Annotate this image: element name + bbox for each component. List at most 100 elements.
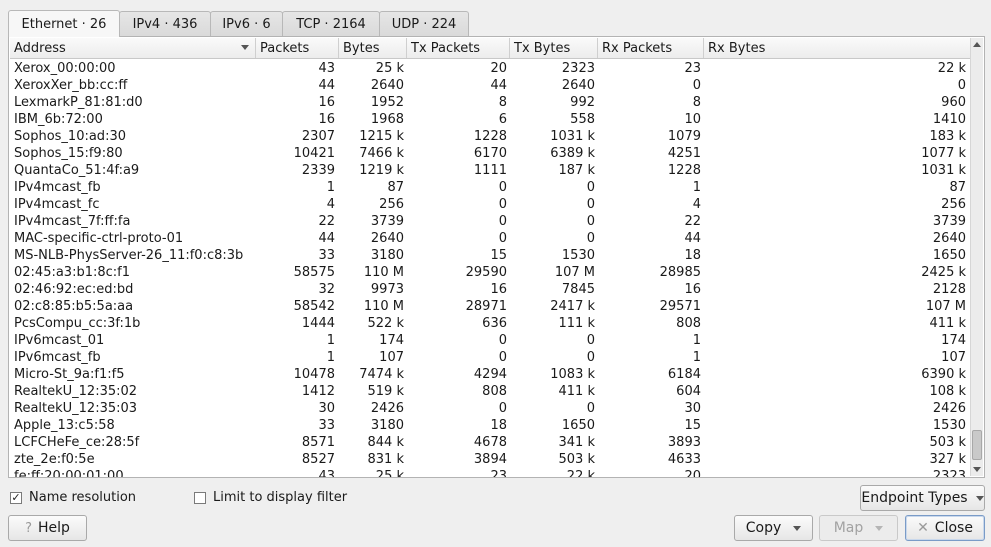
chevron-down-icon [975, 495, 984, 501]
column-header-address[interactable]: Address [10, 38, 256, 58]
cell-address: 02:c8:85:b5:5a:aa [14, 299, 134, 314]
table-row[interactable]: XeroxXer_bb:cc:ff 44 2640 44 2640 0 0 [10, 77, 970, 94]
cell-tx-bytes: 341 k [558, 435, 595, 450]
tab-bar: Ethernet · 26 IPv4 · 436 IPv6 · 6 TCP · … [8, 10, 469, 37]
table-row[interactable]: IBM_6b:72:00 16 1968 6 558 10 1410 [10, 111, 970, 128]
table-row[interactable]: IPv6mcast_01 1 174 0 0 1 174 [10, 332, 970, 349]
cell-bytes: 2640 [370, 78, 404, 93]
cell-address: Sophos_10:ad:30 [14, 129, 126, 144]
table-row[interactable]: Micro-St_9a:f1:f5 10478 7474 k 4294 1083 k 61… [10, 366, 970, 383]
table-row[interactable]: zte_2e:f0:5e 8527 831 k 3894 503 k 4633 327 k [10, 451, 970, 468]
cell-rx-bytes: 174 [941, 333, 966, 348]
table-row[interactable]: Xerox_00:00:00 43 25 k 20 2323 23 22 k [10, 60, 970, 77]
help-button[interactable]: ? Help [8, 515, 87, 541]
cell-tx-packets: 1228 [473, 129, 507, 144]
cell-address: RealtekU_12:35:02 [14, 384, 138, 399]
endpoint-types-button[interactable]: Endpoint Types [860, 485, 985, 511]
table-row[interactable]: Apple_13:c5:58 33 3180 18 1650 15 1530 [10, 417, 970, 434]
cell-packets: 43 [318, 469, 335, 478]
table-row[interactable]: MS-NLB-PhysServer-26_11:f0:c8:3b 33 3180 15… [10, 247, 970, 264]
cell-packets: 58575 [293, 265, 335, 280]
cell-bytes: 25 k [375, 61, 404, 76]
cell-rx-bytes: 0 [957, 78, 966, 93]
cell-tx-bytes: 187 k [558, 163, 595, 178]
cell-tx-packets: 1111 [473, 163, 507, 178]
tab-ethernet[interactable]: Ethernet · 26 [8, 10, 120, 37]
cell-address: Micro-St_9a:f1:f5 [14, 367, 125, 382]
checkbox-box[interactable] [194, 491, 206, 504]
cell-packets: 1444 [301, 316, 335, 331]
help-label: Help [37, 520, 70, 536]
cell-rx-bytes: 107 M [925, 299, 966, 314]
tab-tcp[interactable]: TCP · 2164 [282, 11, 380, 37]
close-button[interactable]: ✕ Close [905, 515, 985, 541]
cell-address: 02:46:92:ec:ed:bd [14, 282, 134, 297]
check-icon[interactable]: ✓ [10, 491, 22, 504]
tab-ipv4[interactable]: IPv4 · 436 [119, 11, 211, 37]
cell-bytes: 174 [379, 333, 404, 348]
table-row[interactable]: IPv6mcast_fb 1 107 0 0 1 107 [10, 349, 970, 366]
cell-tx-bytes: 0 [586, 214, 595, 229]
table-row[interactable]: IPv4mcast_7f:ff:fa 22 3739 0 0 22 3739 [10, 213, 970, 230]
name-resolution-checkbox[interactable]: ✓ Name resolution [10, 490, 136, 505]
chevron-down-icon [793, 525, 802, 531]
cell-address: MAC-specific-ctrl-proto-01 [14, 231, 184, 246]
scrollbar-thumb[interactable] [972, 430, 982, 460]
table-row[interactable]: 02:c8:85:b5:5a:aa 58542 110 M 28971 2417 k 29… [10, 298, 970, 315]
tab-ipv6[interactable]: IPv6 · 6 [210, 11, 283, 37]
cell-tx-packets: 29590 [465, 265, 507, 280]
cell-packets: 8527 [301, 452, 335, 467]
cell-tx-packets: 0 [498, 214, 507, 229]
column-header-packets[interactable]: Packets [256, 38, 339, 58]
table-row[interactable]: fe:ff:20:00:01:00 43 25 k 23 22 k 20 2323 [10, 468, 970, 478]
cell-tx-bytes: 503 k [558, 452, 595, 467]
column-header-rx-bytes[interactable]: Rx Bytes [708, 40, 766, 56]
cell-tx-packets: 3894 [473, 452, 507, 467]
table-row[interactable]: 02:46:92:ec:ed:bd 32 9973 16 7845 16 2128 [10, 281, 970, 298]
map-button[interactable]: Map [819, 515, 898, 541]
scroll-up-icon[interactable] [973, 42, 981, 47]
table-row[interactable]: PcsCompu_cc:3f:1b 1444 522 k 636 111 k 808 411… [10, 315, 970, 332]
table-row[interactable]: RealtekU_12:35:02 1412 519 k 808 411 k 604 108… [10, 383, 970, 400]
table-row[interactable]: MAC-specific-ctrl-proto-01 44 2640 0 0 44 2640 [10, 230, 970, 247]
table-row[interactable]: RealtekU_12:35:03 30 2426 0 0 30 2426 [10, 400, 970, 417]
scroll-down-icon[interactable] [973, 467, 981, 472]
column-header-bytes[interactable]: Bytes [339, 38, 407, 58]
vertical-scrollbar[interactable] [970, 38, 983, 476]
cell-tx-bytes: 558 [570, 112, 595, 127]
table-row[interactable]: QuantaCo_51:4f:a9 2339 1219 k 1111 187 k 1228… [10, 162, 970, 179]
column-header-tx-packets[interactable]: Tx Packets [407, 38, 510, 58]
cell-bytes: 107 [379, 350, 404, 365]
cell-packets: 8571 [301, 435, 335, 450]
column-header-rx-packets[interactable]: Rx Packets [598, 38, 704, 58]
table-row[interactable]: Sophos_10:ad:30 2307 1215 k 1228 1031 k 1079 1… [10, 128, 970, 145]
cell-address: IPv6mcast_01 [14, 333, 105, 348]
cell-rx-packets: 4251 [667, 146, 701, 161]
cell-packets: 1412 [301, 384, 335, 399]
cell-tx-bytes: 7845 [561, 282, 595, 297]
table-row[interactable]: Sophos_15:f9:80 10421 7466 k 6170 6389 k 4251… [10, 145, 970, 162]
table-row[interactable]: LCFCHeFe_ce:28:5f 8571 844 k 4678 341 k 3893 5… [10, 434, 970, 451]
cell-address: Xerox_00:00:00 [14, 61, 116, 76]
cell-tx-bytes: 0 [586, 197, 595, 212]
cell-address: Apple_13:c5:58 [14, 418, 115, 433]
tab-udp[interactable]: UDP · 224 [379, 11, 469, 37]
cell-packets: 33 [318, 418, 335, 433]
cell-bytes: 7474 k [359, 367, 404, 382]
cell-address: IBM_6b:72:00 [14, 112, 103, 127]
cell-rx-bytes: 256 [941, 197, 966, 212]
cell-address: MS-NLB-PhysServer-26_11:f0:c8:3b [14, 248, 244, 263]
cell-tx-bytes: 992 [570, 95, 595, 110]
limit-filter-checkbox[interactable]: Limit to display filter [194, 490, 347, 505]
table-row[interactable]: IPv4mcast_fb 1 87 0 0 1 87 [10, 179, 970, 196]
cell-packets: 16 [318, 112, 335, 127]
cell-rx-packets: 15 [684, 418, 701, 433]
table-row[interactable]: IPv4mcast_fc 4 256 0 0 4 256 [10, 196, 970, 213]
cell-bytes: 25 k [375, 469, 404, 478]
copy-button[interactable]: Copy [734, 515, 813, 541]
cell-packets: 1 [326, 350, 335, 365]
table-row[interactable]: 02:45:a3:b1:8c:f1 58575 110 M 29590 107 M 289… [10, 264, 970, 281]
table-row[interactable]: LexmarkP_81:81:d0 16 1952 8 992 8 960 [10, 94, 970, 111]
column-header-tx-bytes[interactable]: Tx Bytes [510, 38, 598, 58]
cell-rx-packets: 0 [692, 78, 701, 93]
